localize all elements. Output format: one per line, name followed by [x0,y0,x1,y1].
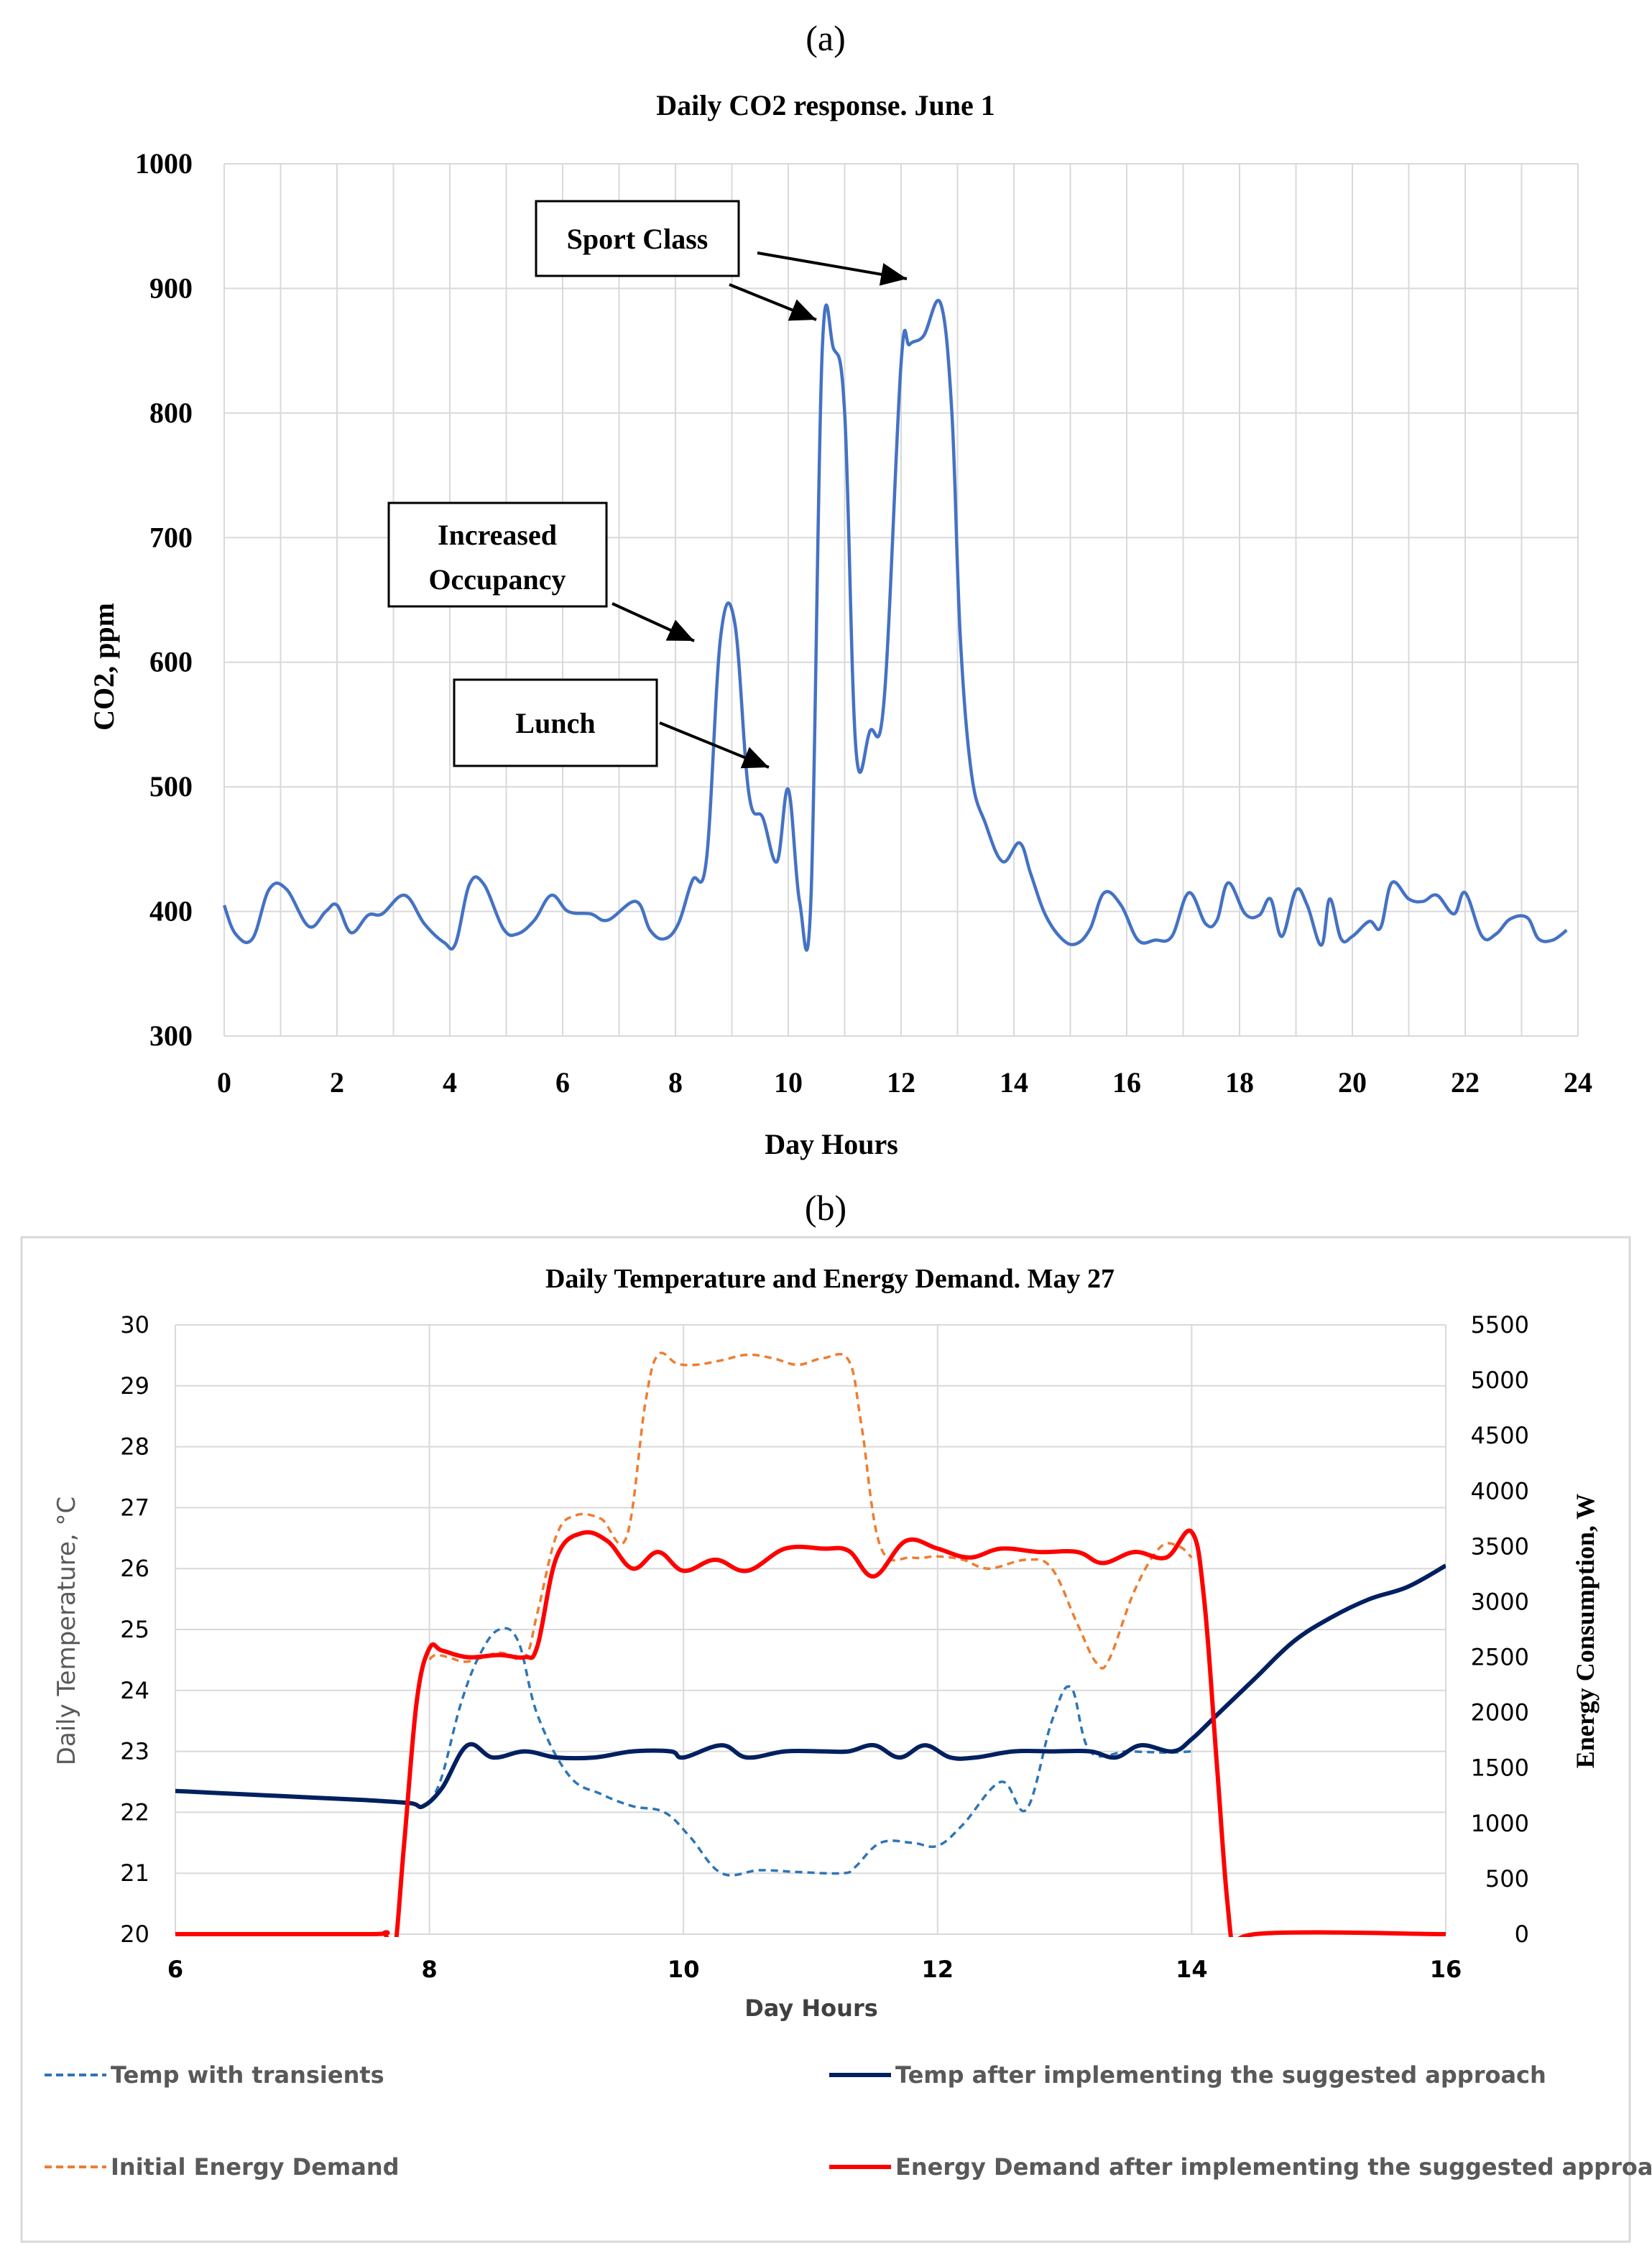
chart-b-y-tick: 30 [120,1311,149,1339]
chart-b-frame [20,1236,1631,2243]
chart-a-x-tick: 14 [1000,1066,1028,1099]
chart-a-y-tick: 700 [149,521,193,553]
chart-a-x-tick: 12 [887,1066,915,1099]
chart-b: (b) Daily Temperature and Energy Demand.… [20,1188,1652,2243]
chart-b-y2-tick: 2500 [1471,1644,1529,1671]
chart-b-line-energy-after [175,1528,1446,1937]
chart-a-y-tick-labels: 300 400 500 600 700 800 900 1000 [135,147,193,1052]
chart-b-y2-tick: 1000 [1471,1810,1529,1837]
legend-label-initial-energy: Initial Energy Demand [111,2153,400,2181]
chart-b-x-tick: 12 [922,1956,954,1983]
chart-b-y-tick: 28 [120,1433,149,1461]
arrow-sport-class-2 [729,283,817,321]
chart-b-y2-axis-label: Energy Consumption, W [1571,1494,1600,1768]
chart-b-y-tick: 20 [120,1920,149,1948]
chart-b-title: Daily Temperature and Energy Demand. May… [545,1264,1115,1294]
chart-b-y2-tick: 2000 [1471,1699,1529,1727]
chart-b-line-temp-after [175,1563,1446,1810]
chart-a-x-tick: 4 [443,1066,457,1099]
chart-a-y-tick: 1000 [135,147,193,180]
chart-b-gridlines [175,1324,1446,1935]
chart-b-y-tick: 27 [120,1494,149,1521]
chart-b-y2-tick: 0 [1515,1920,1529,1948]
chart-a-x-tick: 10 [774,1066,803,1099]
annotation-sport-class-text: Sport Class [567,223,709,255]
chart-a-x-tick: 16 [1112,1066,1141,1099]
annotation-increased-occupancy: Increased Occupancy [387,501,608,608]
annotation-occupancy-line-1: Increased [438,519,557,551]
chart-b-y-tick: 26 [120,1555,149,1582]
annotation-lunch: Lunch [453,678,658,767]
annotation-occupancy-text: Increased Occupancy [428,519,566,596]
chart-a-y-tick: 900 [149,272,193,304]
chart-a-x-tick: 18 [1225,1066,1254,1099]
annotation-occupancy-line-2: Occupancy [428,563,566,596]
annotation-lunch-text: Lunch [515,707,595,739]
chart-a-series [222,299,1568,952]
annotation-occupancy-box [387,501,608,608]
chart-b-y2-tick: 3000 [1471,1588,1529,1615]
chart-a-x-tick: 2 [330,1066,344,1099]
chart-a-x-axis-label: Day Hours [765,1128,898,1160]
chart-b-y-tick: 22 [120,1798,149,1826]
chart-b-x-tick: 14 [1176,1956,1208,1983]
chart-a-x-tick-labels: 0 2 4 6 8 10 12 14 16 18 20 22 24 [217,1066,1592,1099]
chart-a-title: Daily CO2 response. June 1 [656,89,995,121]
legend-label-temp-after: Temp after implementing the suggested ap… [895,2061,1546,2089]
chart-b-y2-tick: 4500 [1471,1422,1529,1449]
chart-a-x-tick: 22 [1451,1066,1480,1099]
chart-b-x-tick: 8 [421,1956,437,1983]
chart-a-y-axis-label: CO2, ppm [88,603,120,731]
chart-b-legend: Temp with transients Temp after implemen… [45,2061,1652,2181]
chart-b-x-tick: 6 [167,1956,183,1983]
chart-b-y2-tick: 5500 [1471,1311,1529,1339]
chart-b-y-tick: 25 [120,1616,149,1643]
chart-a-x-tick: 8 [668,1066,683,1099]
legend-label-temp-transients: Temp with transients [111,2061,384,2089]
panel-a-label: (a) [806,18,846,58]
chart-b-y2-tick: 5000 [1471,1367,1529,1394]
chart-a-x-tick: 6 [555,1066,570,1099]
chart-b-series [175,1351,1446,1937]
panel-b-label: (b) [805,1188,846,1228]
chart-b-line-temp-transients [428,1627,1192,1877]
chart-b-y2-tick: 1500 [1471,1755,1529,1782]
chart-b-y2-tick: 500 [1485,1865,1529,1892]
annotation-lunch-box [453,678,658,767]
chart-b-x-tick: 10 [668,1956,700,1983]
chart-b-x-tick-labels: 6 8 10 12 14 16 [167,1956,1462,1983]
chart-a-y-tick: 300 [149,1020,193,1052]
chart-a-y-tick: 600 [149,646,193,678]
chart-a-y-tick: 800 [149,397,193,429]
arrow-occupancy [612,602,695,642]
annotation-sport-class: Sport Class [535,200,740,277]
chart-b-y2-tick: 3500 [1471,1533,1529,1560]
chart-a-line-co2 [222,299,1568,952]
annotation-sport-class-box [535,200,740,277]
legend-label-energy-after: Energy Demand after implementing the sug… [895,2153,1652,2181]
arrow-sport-class-1 [757,251,908,286]
chart-b-y-axis-label: Daily Temperature, °C [52,1497,81,1766]
arrow-lunch [659,721,770,769]
chart-b-y-tick: 24 [120,1677,149,1704]
chart-b-y2-tick: 4000 [1471,1477,1529,1504]
chart-b-y2-tick-labels: 0 500 1000 1500 2000 2500 3000 3500 4000 4500 5000… [1471,1311,1529,1948]
chart-a-y-tick: 400 [149,895,193,928]
chart-a-x-tick: 0 [217,1066,231,1099]
chart-b-y-tick: 21 [120,1859,149,1887]
chart-b-x-tick: 16 [1430,1956,1462,1983]
chart-b-y-tick: 23 [120,1738,149,1765]
chart-a-y-tick: 500 [149,770,193,803]
chart-b-y-tick-labels: 20 21 22 23 24 25 26 27 28 29 30 [120,1311,149,1948]
chart-a: (a) Daily CO2 response. June 1 300 400 500… [88,18,1592,1160]
chart-b-x-axis-label: Day Hours [744,1995,878,2022]
chart-a-x-tick: 24 [1564,1066,1592,1099]
chart-b-y-tick: 29 [120,1372,149,1400]
chart-a-x-tick: 20 [1338,1066,1367,1099]
